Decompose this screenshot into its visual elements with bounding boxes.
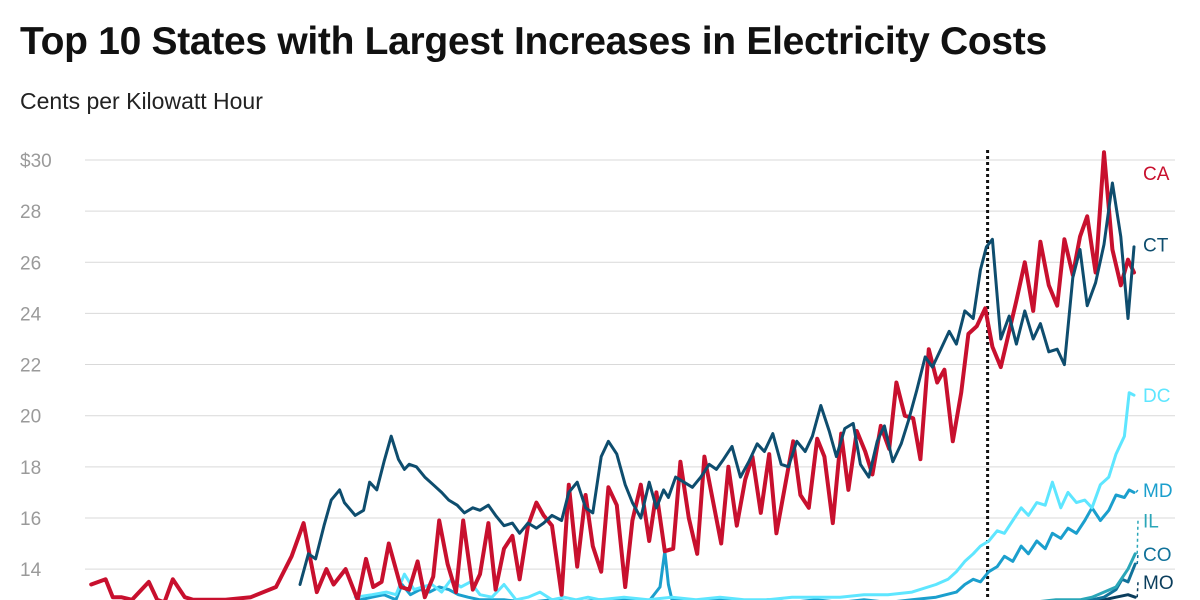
chart-title: Top 10 States with Largest Increases in … bbox=[20, 20, 1047, 63]
series-label-md: MD bbox=[1143, 481, 1173, 502]
chart-subtitle: Cents per Kilowatt Hour bbox=[20, 88, 263, 114]
series-label-mo: MO bbox=[1143, 573, 1174, 594]
y-tick-label: 14 bbox=[20, 560, 42, 581]
series-label-ct: CT bbox=[1143, 235, 1169, 256]
y-tick-label: 16 bbox=[20, 509, 41, 530]
series-line-dc bbox=[353, 391, 1136, 600]
series-label-il: IL bbox=[1143, 512, 1159, 533]
y-tick-label: 24 bbox=[20, 304, 42, 325]
y-tick-label: 20 bbox=[20, 407, 41, 428]
series-label-dc: DC bbox=[1143, 386, 1170, 407]
label-connector-co bbox=[1136, 553, 1139, 565]
y-tick-label: 28 bbox=[20, 202, 41, 223]
y-tick-label: 18 bbox=[20, 458, 41, 479]
series-label-ca: CA bbox=[1143, 164, 1170, 185]
y-tick-label: $30 bbox=[20, 151, 52, 172]
series-line-md bbox=[355, 488, 1136, 600]
y-tick-label: 22 bbox=[20, 356, 41, 377]
y-tick-label: 26 bbox=[20, 253, 41, 274]
series-line-ct bbox=[298, 181, 1136, 586]
label-connector-mo bbox=[1136, 581, 1139, 598]
series-label-co: CO bbox=[1143, 545, 1172, 566]
label-connector-il bbox=[1136, 520, 1139, 554]
label-connector-md bbox=[1135, 489, 1139, 493]
series-line-mo bbox=[1095, 593, 1137, 600]
series-line-ca bbox=[89, 150, 1136, 600]
